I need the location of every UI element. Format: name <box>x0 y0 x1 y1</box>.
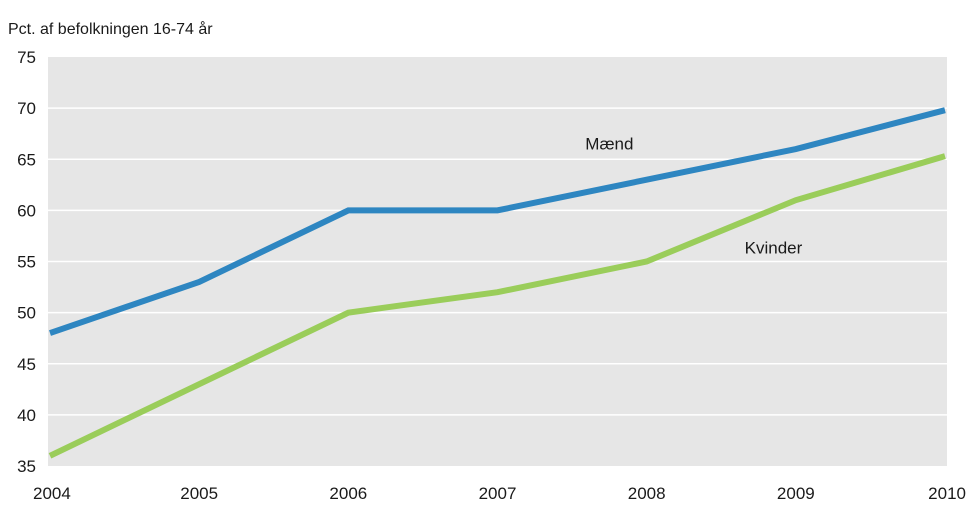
y-tick-label: 75 <box>17 48 36 67</box>
y-tick-label: 45 <box>17 355 36 374</box>
y-tick-label: 70 <box>17 99 36 118</box>
y-tick-label: 35 <box>17 457 36 476</box>
series-label: Mænd <box>585 134 633 153</box>
y-tick-label: 50 <box>17 304 36 323</box>
x-tick-label: 2010 <box>928 484 966 503</box>
x-tick-label: 2004 <box>33 484 71 503</box>
x-tick-label: 2008 <box>628 484 666 503</box>
y-tick-label: 60 <box>17 201 36 220</box>
x-axis-tick-labels: 2004 2005 2006 2007 2008 2009 2010 <box>33 484 966 503</box>
y-axis-title: Pct. af befolkningen 16-74 år <box>8 20 213 38</box>
y-tick-label: 40 <box>17 406 36 425</box>
x-tick-label: 2006 <box>329 484 367 503</box>
y-tick-label: 55 <box>17 253 36 272</box>
y-axis-tick-labels: 35 40 45 50 55 60 65 70 75 <box>17 48 36 476</box>
series-lines <box>48 107 946 459</box>
y-tick-label: 65 <box>17 150 36 169</box>
series-label: Kvinder <box>745 238 803 257</box>
series-labels: Mænd Kvinder <box>585 134 802 257</box>
x-tick-label: 2009 <box>777 484 815 503</box>
x-tick-label: 2007 <box>479 484 517 503</box>
gridlines <box>48 107 947 416</box>
x-tick-label: 2005 <box>180 484 218 503</box>
